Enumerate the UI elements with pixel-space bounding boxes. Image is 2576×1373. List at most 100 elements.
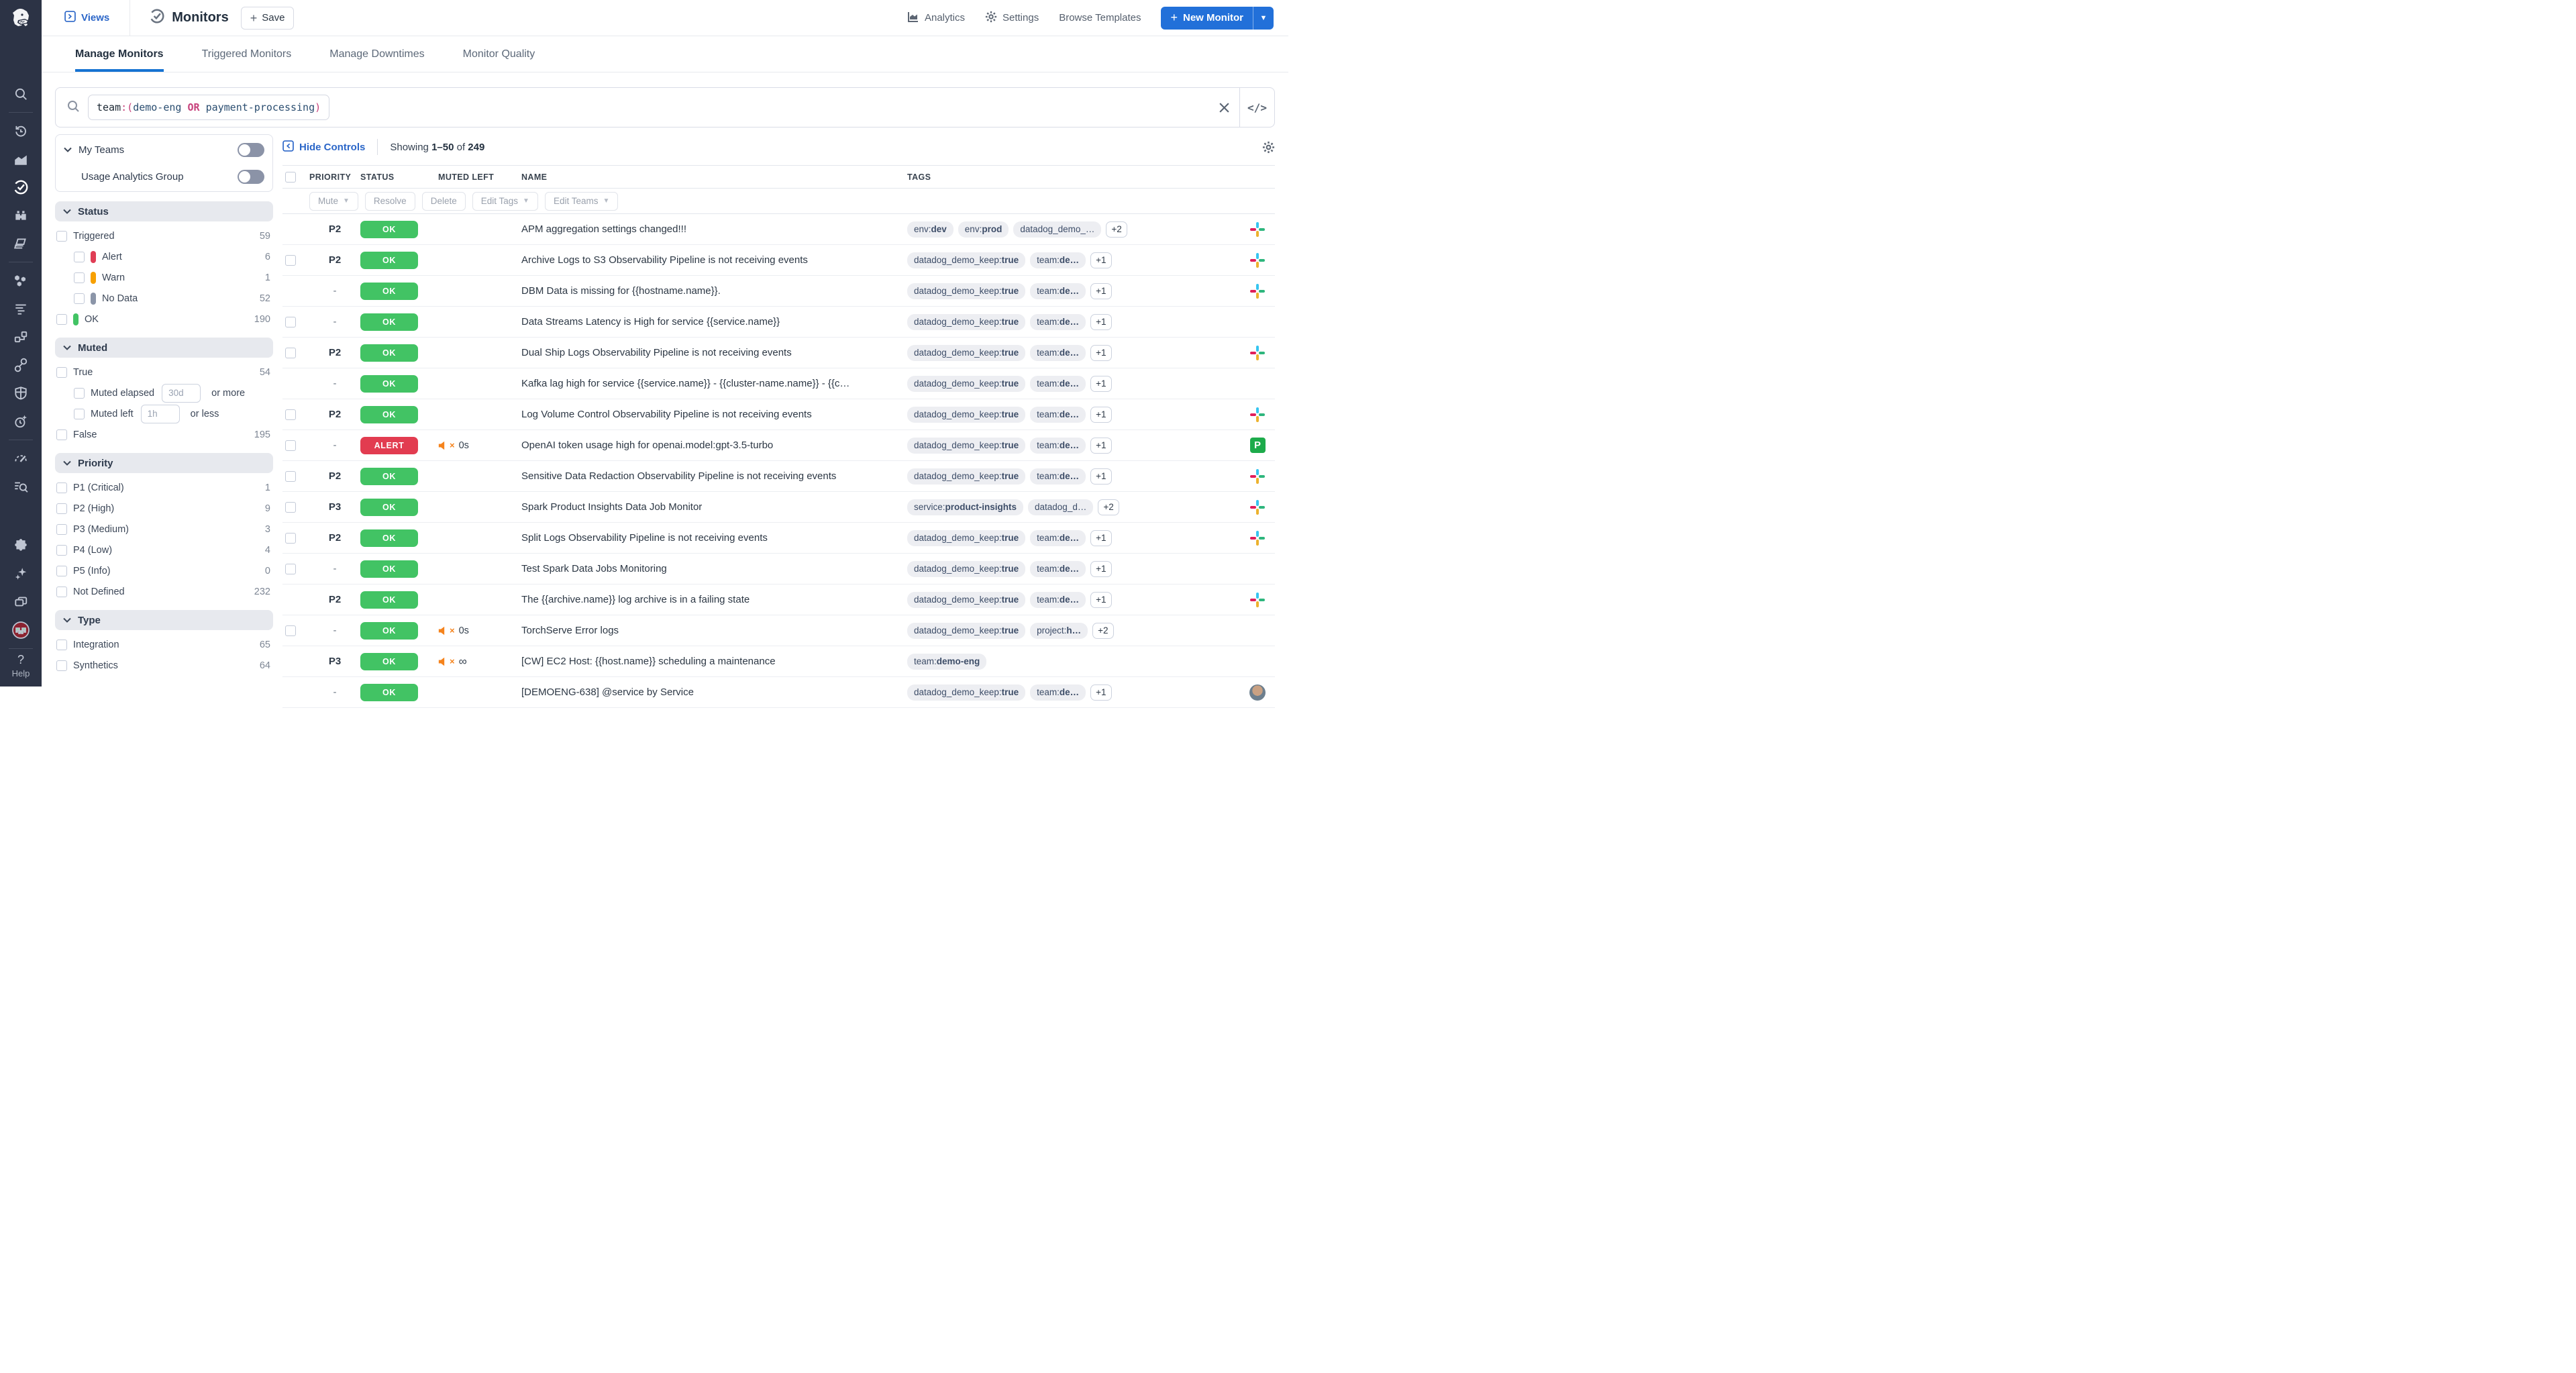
- notification-icon-cell[interactable]: P: [1240, 438, 1275, 453]
- slo-icon[interactable]: [9, 447, 32, 470]
- dashboards-icon[interactable]: [9, 232, 32, 255]
- bits-ai-icon[interactable]: [9, 562, 32, 585]
- filter-checkbox[interactable]: [56, 544, 67, 556]
- more-tags-badge[interactable]: +1: [1090, 591, 1112, 608]
- filter-item-warn[interactable]: Warn 1: [55, 267, 273, 288]
- row-checkbox[interactable]: [285, 316, 296, 327]
- audit-trail-icon[interactable]: [9, 475, 32, 498]
- filter-checkbox[interactable]: [74, 387, 85, 399]
- new-monitor-caret[interactable]: ▼: [1259, 13, 1268, 22]
- status-badge[interactable]: OK: [360, 560, 418, 578]
- action-edit-teams-button[interactable]: Edit Teams ▼: [544, 191, 619, 211]
- table-row[interactable]: P2 OK APM aggregation settings changed!!!…: [282, 214, 1275, 245]
- filter-item-p3-medium-[interactable]: P3 (Medium) 3: [55, 519, 273, 540]
- tag-pill[interactable]: team: de…: [1030, 252, 1086, 268]
- tab-triggered-monitors[interactable]: Triggered Monitors: [201, 48, 292, 60]
- metrics-icon[interactable]: [9, 148, 32, 170]
- tag-pill[interactable]: env: dev: [907, 221, 954, 238]
- tag-pill[interactable]: team: de…: [1030, 560, 1086, 577]
- status-badge[interactable]: OK: [360, 313, 418, 331]
- monitor-name[interactable]: Archive Logs to S3 Observability Pipelin…: [521, 254, 808, 266]
- status-badge[interactable]: OK: [360, 683, 418, 701]
- watchdog-icon[interactable]: [9, 204, 32, 227]
- filter-item-triggered[interactable]: Triggered 59: [55, 225, 273, 246]
- help-button[interactable]: ? Help: [12, 653, 30, 678]
- monitor-name[interactable]: [DEMOENG-638] @service by Service: [521, 686, 694, 698]
- table-row[interactable]: - OK Test Spark Data Jobs Monitoring data…: [282, 554, 1275, 584]
- filter-checkbox[interactable]: [56, 660, 67, 671]
- tag-pill[interactable]: team: demo-eng: [907, 653, 987, 670]
- table-row[interactable]: - OK DBM Data is missing for {{hostname.n…: [282, 276, 1275, 307]
- new-monitor-button[interactable]: + New Monitor ▼: [1161, 6, 1274, 30]
- more-tags-badge[interactable]: +1: [1090, 344, 1112, 361]
- my-teams-toggle[interactable]: [238, 142, 264, 157]
- monitor-name[interactable]: Data Streams Latency is High for service…: [521, 316, 780, 327]
- clear-search-icon[interactable]: [1208, 102, 1239, 113]
- monitor-name[interactable]: Test Spark Data Jobs Monitoring: [521, 563, 667, 574]
- analytics-button[interactable]: Analytics: [907, 11, 965, 26]
- column-header-priority[interactable]: PRIORITY: [309, 172, 352, 182]
- status-badge[interactable]: OK: [360, 529, 418, 547]
- filter-item-p2-high-[interactable]: P2 (High) 9: [55, 498, 273, 519]
- tag-pill[interactable]: team: de…: [1030, 591, 1086, 608]
- filter-checkbox[interactable]: [56, 429, 67, 440]
- tag-pill[interactable]: service: product-insights: [907, 499, 1024, 515]
- settings-button[interactable]: Settings: [985, 11, 1039, 26]
- filter-item-alert[interactable]: Alert 6: [55, 246, 273, 267]
- action-resolve-button[interactable]: Resolve: [364, 191, 415, 211]
- tag-pill[interactable]: datadog_d…: [1028, 499, 1094, 515]
- status-badge[interactable]: OK: [360, 220, 418, 238]
- table-row[interactable]: - OK [DEMOENG-638] @service by Service da…: [282, 677, 1275, 708]
- filter-item-p1-critical-[interactable]: P1 (Critical) 1: [55, 477, 273, 498]
- table-settings-gear-icon[interactable]: [1262, 141, 1275, 154]
- table-row[interactable]: P2 OK The {{archive.name}} log archive is…: [282, 584, 1275, 615]
- filter-checkbox[interactable]: [74, 408, 85, 419]
- usage-analytics-group-row[interactable]: Usage Analytics Group: [64, 163, 264, 190]
- tag-pill[interactable]: datadog_demo_keep: true: [907, 375, 1026, 392]
- column-header-tags[interactable]: TAGS: [907, 172, 931, 182]
- tag-pill[interactable]: datadog_demo_keep: true: [907, 591, 1026, 608]
- logs-icon[interactable]: [9, 297, 32, 320]
- notification-icon-cell[interactable]: [1240, 684, 1275, 701]
- tag-pill[interactable]: datadog_demo_keep: true: [907, 560, 1026, 577]
- monitor-name[interactable]: Spark Product Insights Data Job Monitor: [521, 501, 703, 513]
- table-row[interactable]: P2 OK Log Volume Control Observability Pi…: [282, 399, 1275, 430]
- row-checkbox[interactable]: [285, 563, 296, 574]
- security-icon[interactable]: [9, 382, 32, 405]
- row-checkbox[interactable]: [285, 347, 296, 358]
- row-checkbox[interactable]: [285, 409, 296, 420]
- filter-checkbox[interactable]: [56, 639, 67, 650]
- tag-pill[interactable]: datadog_demo_keep: true: [907, 529, 1026, 546]
- tag-pill[interactable]: datadog_demo_keep: true: [907, 252, 1026, 268]
- filter-item-true[interactable]: True 54: [55, 362, 273, 383]
- action-mute-button[interactable]: Mute ▼: [309, 191, 358, 211]
- tag-pill[interactable]: team: de…: [1030, 375, 1086, 392]
- notification-icon-cell[interactable]: [1240, 407, 1275, 423]
- save-button[interactable]: + Save: [240, 6, 295, 30]
- status-badge[interactable]: OK: [360, 591, 418, 609]
- table-row[interactable]: P2 OK Sensitive Data Redaction Observabil…: [282, 461, 1275, 492]
- more-tags-badge[interactable]: +1: [1090, 468, 1112, 485]
- filter-section-status[interactable]: Status: [55, 201, 273, 221]
- tag-pill[interactable]: datadog_demo_…: [1013, 221, 1102, 238]
- tag-pill[interactable]: team: de…: [1030, 283, 1086, 299]
- history-icon[interactable]: [9, 119, 32, 142]
- more-tags-badge[interactable]: +1: [1090, 313, 1112, 330]
- status-badge[interactable]: OK: [360, 467, 418, 485]
- action-edit-tags-button[interactable]: Edit Tags ▼: [472, 191, 538, 211]
- tag-pill[interactable]: datadog_demo_keep: true: [907, 622, 1026, 639]
- integrations-icon[interactable]: [9, 534, 32, 557]
- notification-icon-cell[interactable]: [1240, 468, 1275, 485]
- notification-icon-cell[interactable]: [1240, 221, 1275, 238]
- table-row[interactable]: - OK Data Streams Latency is High for ser…: [282, 307, 1275, 338]
- column-header-name[interactable]: NAME: [521, 172, 548, 182]
- more-tags-badge[interactable]: +1: [1090, 529, 1112, 546]
- more-tags-badge[interactable]: +1: [1090, 437, 1112, 454]
- tag-pill[interactable]: env: prod: [958, 221, 1009, 238]
- status-badge[interactable]: OK: [360, 251, 418, 269]
- row-checkbox[interactable]: [285, 470, 296, 482]
- more-tags-badge[interactable]: +1: [1090, 684, 1112, 701]
- action-delete-button[interactable]: Delete: [421, 191, 466, 211]
- filter-item-integration[interactable]: Integration 65: [55, 634, 273, 655]
- filter-section-type[interactable]: Type: [55, 610, 273, 630]
